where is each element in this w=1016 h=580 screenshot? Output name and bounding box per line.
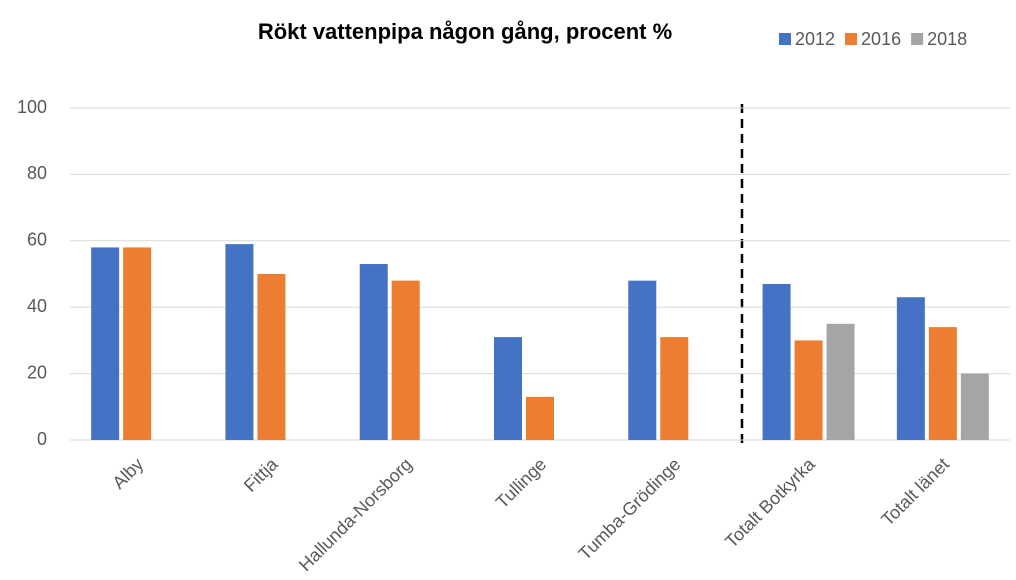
x-tick-label: Tullinge — [492, 454, 550, 512]
y-tick-label: 80 — [27, 163, 47, 183]
bar — [494, 337, 522, 440]
bar — [928, 327, 957, 440]
legend-label: 2012 — [795, 29, 835, 49]
bar — [257, 274, 286, 440]
bar — [826, 323, 855, 440]
bar — [91, 247, 120, 440]
bar — [660, 337, 689, 440]
bar — [359, 264, 388, 440]
bar — [896, 297, 925, 440]
bar — [794, 340, 823, 440]
y-tick-label: 20 — [27, 362, 47, 382]
bar — [123, 247, 152, 440]
bar — [526, 396, 554, 440]
x-tick-label: Alby — [108, 454, 147, 493]
legend-swatch — [845, 33, 858, 45]
bar — [225, 244, 254, 440]
x-tick-label: Tumba-Grödinge — [575, 454, 685, 564]
legend-swatch — [779, 33, 791, 45]
y-tick-label: 40 — [27, 296, 47, 316]
bar — [762, 283, 791, 440]
y-tick-label: 100 — [17, 97, 47, 117]
y-tick-label: 60 — [27, 230, 47, 250]
legend-label: 2016 — [861, 29, 901, 49]
bar — [628, 280, 657, 440]
y-tick-label: 0 — [37, 429, 47, 449]
legend-label: 2018 — [927, 29, 967, 49]
bar — [960, 373, 989, 440]
x-tick-label: Totalt Botkyrka — [721, 453, 819, 551]
bar — [391, 280, 420, 440]
x-tick-label: Fittja — [240, 453, 282, 495]
chart-title: Rökt vattenpipa någon gång, procent % — [258, 19, 672, 44]
x-tick-label: Hallunda-Norsborg — [295, 454, 416, 575]
x-tick-label: Totalt länet — [877, 454, 953, 530]
legend-swatch — [911, 33, 924, 45]
